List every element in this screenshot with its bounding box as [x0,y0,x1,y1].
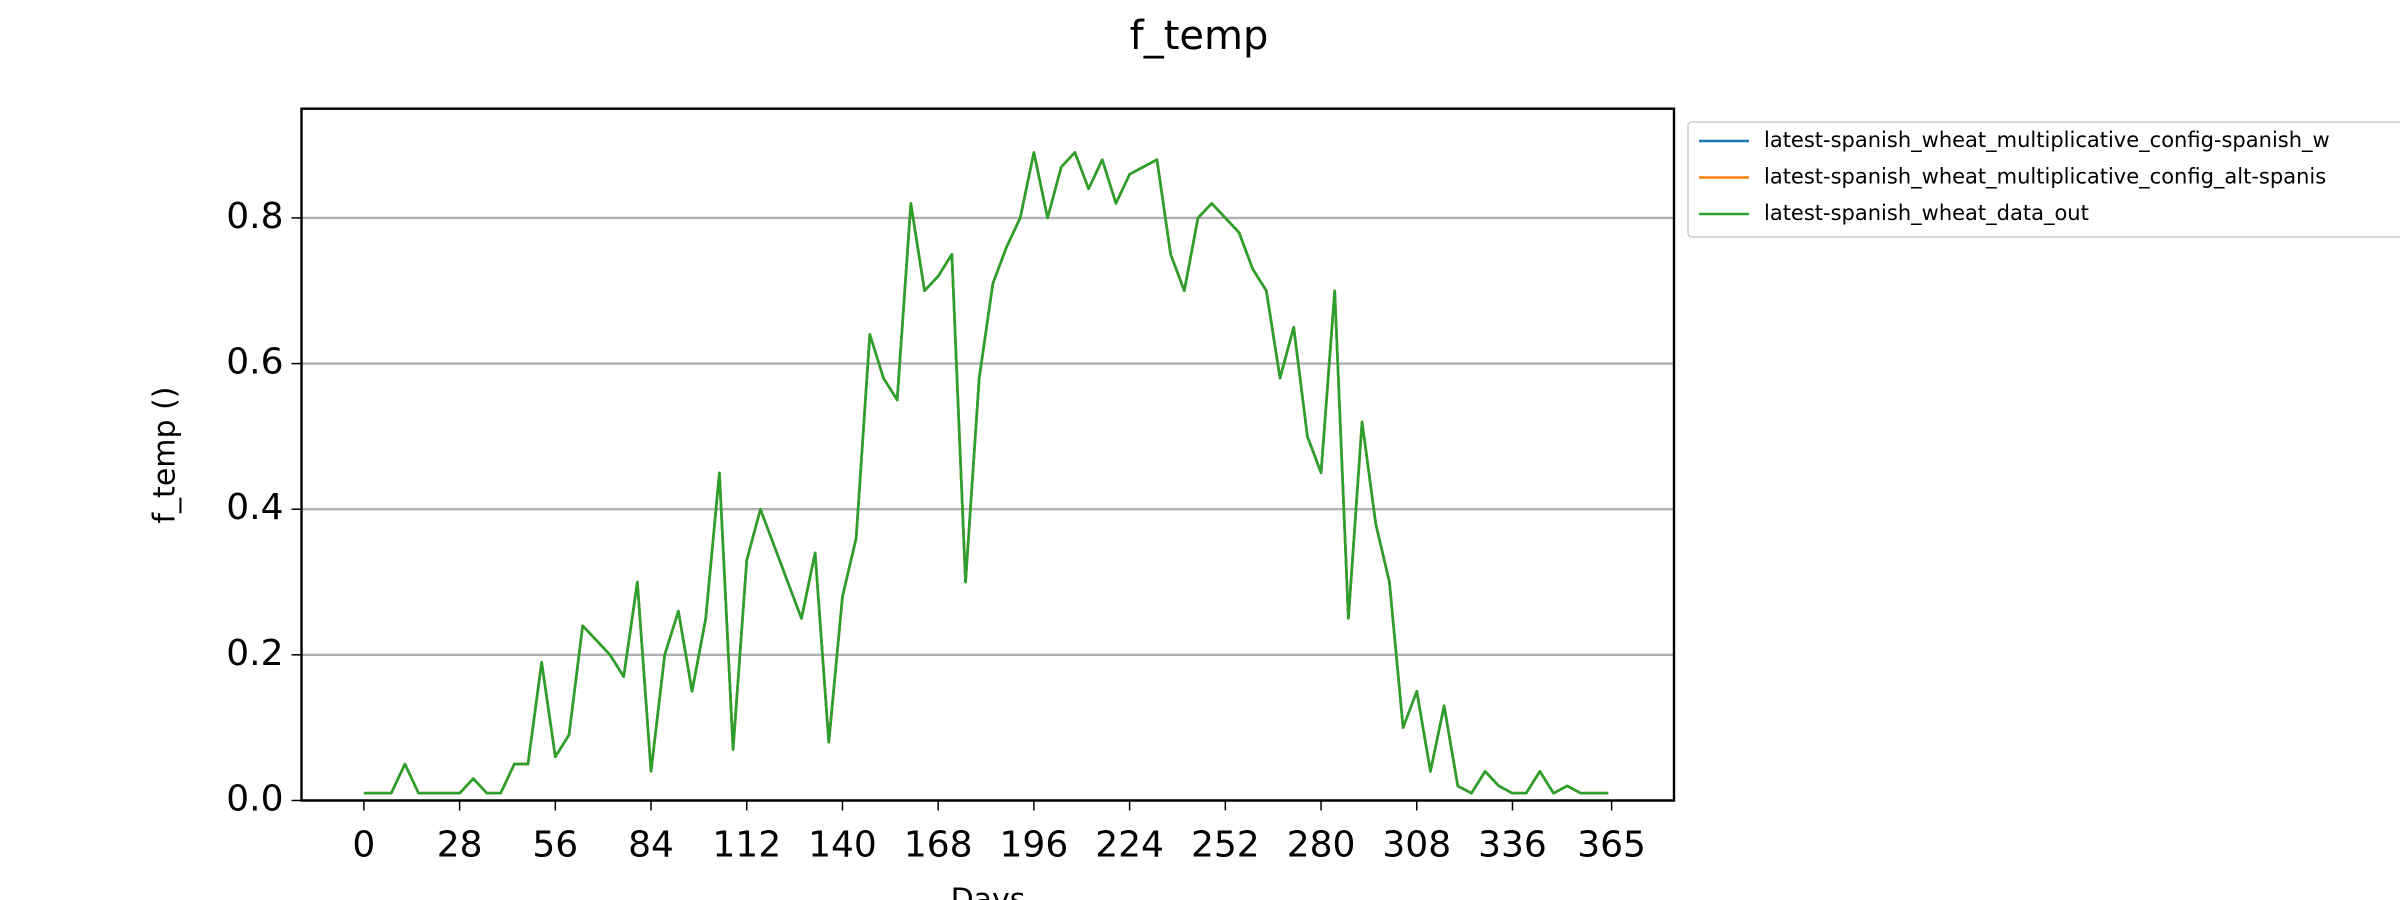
x-tick-label: 308 [1382,825,1451,866]
x-tick-label: 140 [808,825,877,866]
x-tick-label: 224 [1095,825,1164,866]
x-tick-label: 336 [1478,825,1547,866]
y-tick-label: 0.6 [226,342,283,383]
chart-title: f_temp [1130,13,1269,59]
data-line [363,151,1609,795]
x-tick-label: 252 [1191,825,1260,866]
legend-box [1687,121,2400,238]
data-line [363,151,1609,795]
y-tick-label: 0.2 [226,633,283,674]
x-tick-label: 84 [628,825,674,866]
data-line [363,151,1609,795]
legend-label: latest-spanish_wheat_multiplicative_conf… [1764,165,2326,190]
axes-frame [300,107,1676,802]
x-tick-label: 365 [1577,825,1646,866]
x-tick-label: 196 [1000,825,1069,866]
legend-label: latest-spanish_wheat_data_out [1764,201,2089,226]
x-tick-label: 112 [712,825,781,866]
y-tick-label: 0.8 [226,196,283,237]
x-tick-label: 56 [532,825,578,866]
y-tick-label: 0.0 [226,779,283,820]
x-tick-label: 0 [352,825,375,866]
x-tick-label: 28 [437,825,483,866]
x-axis-label: Days [951,883,1026,900]
y-axis-label: f_temp () [148,387,183,524]
legend-label: latest-spanish_wheat_multiplicative_conf… [1764,128,2330,153]
x-tick-label: 168 [904,825,973,866]
y-tick-label: 0.4 [226,487,283,528]
x-tick-label: 280 [1287,825,1356,866]
